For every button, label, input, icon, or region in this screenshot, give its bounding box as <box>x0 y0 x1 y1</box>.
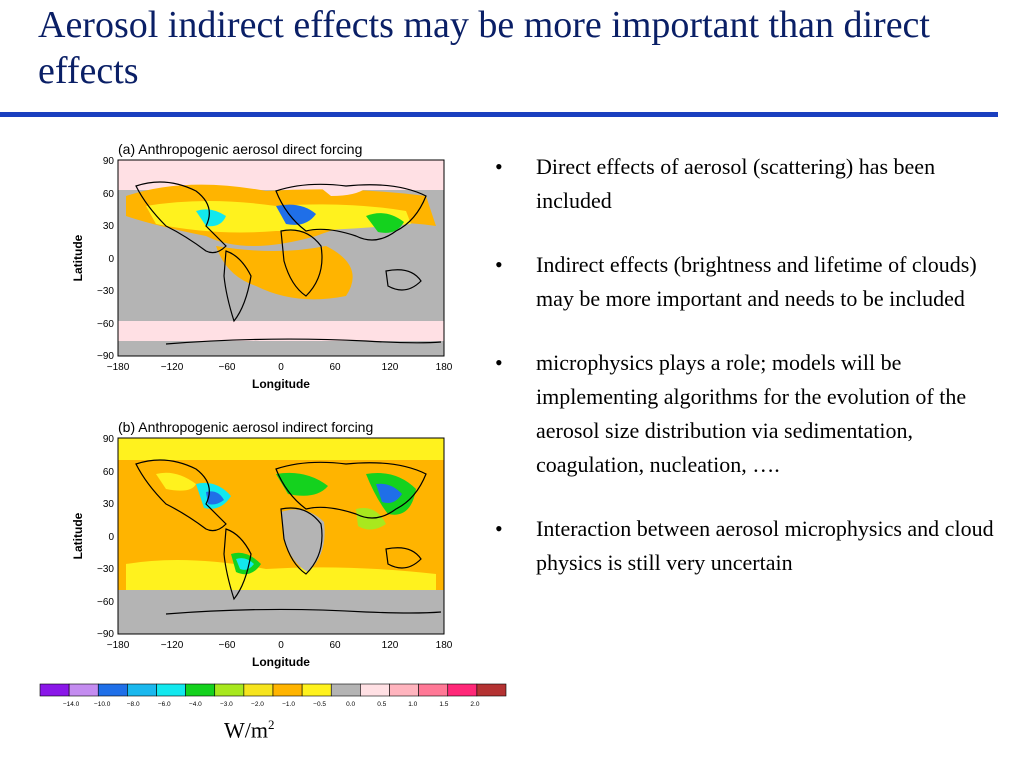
bullet-glyph: • <box>495 516 503 541</box>
bullet-item: • Interaction between aerosol microphysic… <box>493 512 998 580</box>
ytick-label: −60 <box>97 319 114 330</box>
colorbar-swatch <box>156 683 186 697</box>
bullet-item: • Direct effects of aerosol (scattering) … <box>493 150 998 218</box>
indirect-map-field <box>118 438 444 634</box>
xtick-label: −180 <box>107 640 130 651</box>
bullet-text: microphysics plays a role; models will b… <box>536 350 967 477</box>
xtick-label: −120 <box>161 362 184 373</box>
colorbar-label: −0.5 <box>313 701 326 708</box>
xtick-label: −120 <box>161 640 184 651</box>
colorbar-label: −10.0 <box>94 701 111 708</box>
direct-map-yticks: 90 60 30 0 −30 −60 −90 <box>97 156 114 362</box>
ytick-label: −90 <box>97 351 114 362</box>
colorbar-label: −4.0 <box>189 701 202 708</box>
colorbar-swatch <box>447 683 478 697</box>
bullet-text: Direct effects of aerosol (scattering) h… <box>536 154 936 213</box>
ytick-label: 0 <box>108 532 114 543</box>
bullet-item: • microphysics plays a role; models will … <box>493 346 998 482</box>
bullet-text: Interaction between aerosol microphysics… <box>536 516 994 575</box>
colorbar-swatch <box>68 683 99 697</box>
colorbar-swatch <box>389 683 419 697</box>
bullet-glyph: • <box>495 350 503 375</box>
colorbar-swatch <box>97 683 128 697</box>
indirect-map-xlabel: Longitude <box>252 655 310 669</box>
xtick-label: 120 <box>382 640 399 651</box>
xtick-label: −180 <box>107 362 130 373</box>
colorbar-swatch <box>272 683 303 697</box>
colorbar-label: 1.0 <box>408 701 417 708</box>
colorbar-label: −6.0 <box>158 701 171 708</box>
colorbar-label: 0.5 <box>377 701 386 708</box>
colorbar-swatch <box>127 683 157 697</box>
bullet-list: • Direct effects of aerosol (scattering) … <box>493 150 998 610</box>
colorbar-swatch <box>330 683 361 697</box>
ytick-label: 0 <box>108 254 114 265</box>
colorbar-swatch <box>39 683 70 697</box>
indirect-map-ylabel: Latitude <box>71 512 85 559</box>
bullet-glyph: • <box>495 154 503 179</box>
direct-map-coastlines <box>135 181 442 345</box>
colorbar-label: 0.0 <box>346 701 355 708</box>
ytick-label: 90 <box>103 156 115 167</box>
indirect-map-xticks: −180 −120 −60 0 60 120 180 <box>107 640 453 651</box>
xtick-label: 0 <box>278 640 284 651</box>
colorbar-swatch <box>243 683 274 697</box>
forcing-colorbar: −14.0 −10.0 −8.0 −6.0 −4.0 −3.0 −2.0 −1.0 −0.5 0.… <box>39 683 507 708</box>
indirect-map-coastlines <box>135 459 442 615</box>
colorbar-label: −8.0 <box>127 701 140 708</box>
colorbar-units: W/m2 <box>224 717 275 743</box>
colorbar-swatch <box>360 683 390 697</box>
xtick-label: 60 <box>329 362 341 373</box>
direct-forcing-map: (a) Anthropogenic aerosol direct forcing… <box>66 136 456 396</box>
bullet-text: Indirect effects (brightness and lifetim… <box>536 252 977 311</box>
ytick-label: 60 <box>103 467 115 478</box>
ytick-label: −30 <box>97 286 114 297</box>
direct-map-ylabel: Latitude <box>71 234 85 281</box>
direct-map-title: (a) Anthropogenic aerosol direct forcing <box>118 141 362 157</box>
units-exponent: 2 <box>268 717 275 732</box>
xtick-label: 60 <box>329 640 341 651</box>
ytick-label: 30 <box>103 221 115 232</box>
title-divider <box>0 112 998 117</box>
colorbar-label: −1.0 <box>282 701 295 708</box>
indirect-map-yticks: 90 60 30 0 −30 −60 −90 <box>97 434 114 640</box>
colorbar-label: 1.5 <box>439 701 448 708</box>
xtick-label: 120 <box>382 362 399 373</box>
bullet-glyph: • <box>495 252 503 277</box>
direct-map-xticks: −180 −120 −60 0 60 120 180 <box>107 362 453 373</box>
colorbar-swatch <box>214 683 245 697</box>
ytick-label: 90 <box>103 434 115 445</box>
xtick-label: 180 <box>436 640 453 651</box>
colorbar-label: −3.0 <box>220 701 233 708</box>
xtick-label: 180 <box>436 362 453 373</box>
units-base: W/m <box>224 717 268 743</box>
direct-map-xlabel: Longitude <box>252 377 310 391</box>
ytick-label: 30 <box>103 499 115 510</box>
xtick-label: −60 <box>219 362 236 373</box>
colorbar-label: 2.0 <box>470 701 479 708</box>
ytick-label: −90 <box>97 629 114 640</box>
colorbar-label: −14.0 <box>63 701 80 708</box>
xtick-label: −60 <box>219 640 236 651</box>
colorbar-swatch <box>185 683 216 697</box>
ytick-label: 60 <box>103 189 115 200</box>
direct-map-field <box>118 160 444 356</box>
slide-title: Aerosol indirect effects may be more imp… <box>38 4 930 92</box>
indirect-forcing-map: (b) Anthropogenic aerosol indirect forci… <box>66 414 456 674</box>
bullet-item: • Indirect effects (brightness and lifeti… <box>493 248 998 316</box>
colorbar-label: −2.0 <box>251 701 264 708</box>
ytick-label: −60 <box>97 597 114 608</box>
ytick-label: −30 <box>97 564 114 575</box>
colorbar-swatch <box>476 683 507 697</box>
indirect-map-title: (b) Anthropogenic aerosol indirect forci… <box>118 419 373 435</box>
colorbar-swatch <box>418 683 449 697</box>
xtick-label: 0 <box>278 362 284 373</box>
colorbar-swatch <box>301 683 332 697</box>
